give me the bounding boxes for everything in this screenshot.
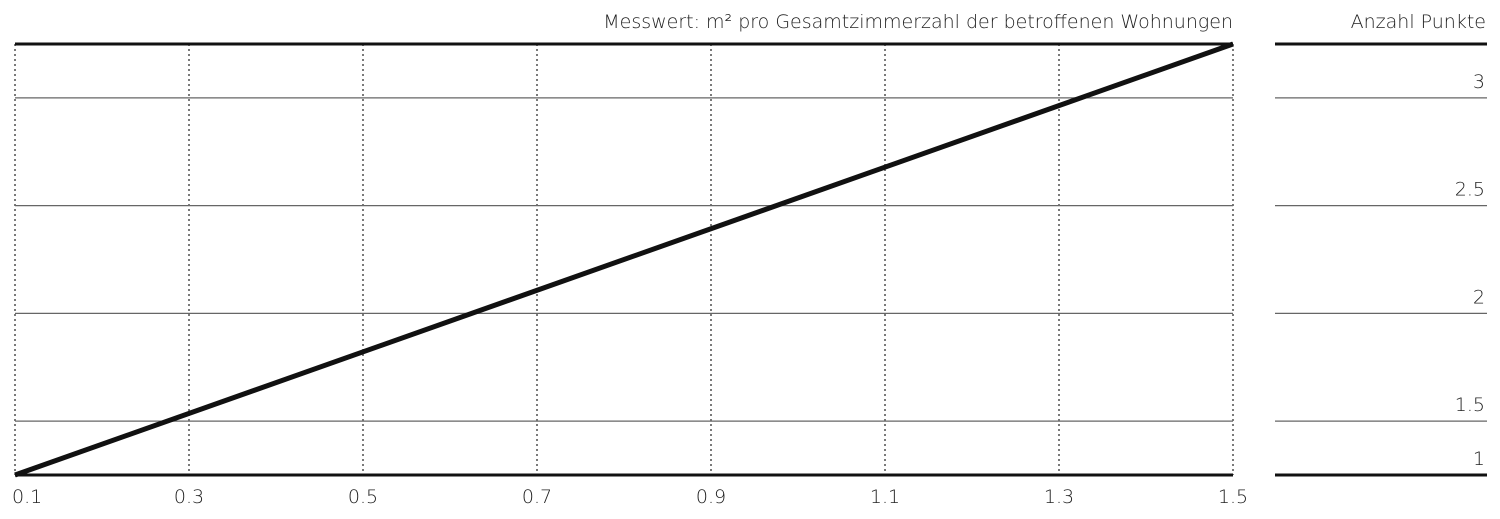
x-tick-label: 0.9	[696, 486, 726, 508]
points-label: 1	[1473, 448, 1485, 470]
points-label: 2	[1473, 286, 1485, 308]
x-tick-label: 0.7	[522, 486, 552, 508]
chart-title: Messwert: m² pro Gesamtzimmerzahl der be…	[603, 11, 1233, 33]
points-label: 1.5	[1455, 394, 1485, 416]
x-tick-label: 0.1	[12, 486, 42, 508]
x-tick-label: 1.3	[1044, 486, 1074, 508]
points-label: 2.5	[1455, 179, 1485, 201]
x-tick-label: 0.5	[348, 486, 378, 508]
x-tick-label: 1.1	[870, 486, 900, 508]
grid	[14, 42, 1487, 477]
data-line	[14, 41, 1234, 478]
points-label: 3	[1473, 71, 1485, 93]
points-column-header: Anzahl Punkte	[1351, 11, 1486, 33]
marks: 0.1 0.3 0.5 0.7 0.9 1.1 1.3 1.5 3 2.5 2 1.5 1	[12, 41, 1485, 508]
x-tick-label: 0.3	[174, 486, 204, 508]
x-tick-label: 1.5	[1218, 486, 1248, 508]
